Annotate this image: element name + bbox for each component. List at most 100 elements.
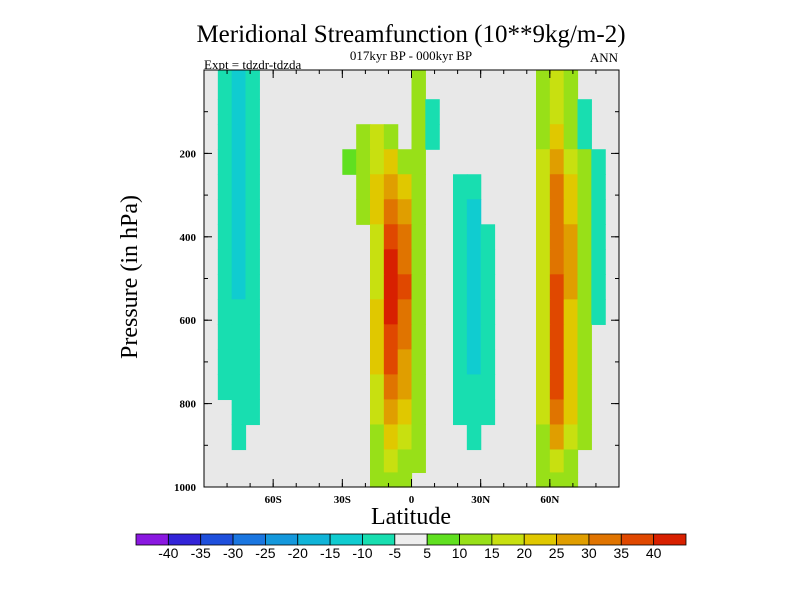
contour-cell xyxy=(536,224,551,250)
contour-cell xyxy=(397,424,413,451)
x-tick-label: 30S xyxy=(334,494,351,506)
contour-cell xyxy=(536,199,551,225)
contour-cell xyxy=(383,299,399,325)
contour-cell xyxy=(549,124,565,150)
contour-cell xyxy=(577,374,592,401)
contour-cell xyxy=(245,124,260,150)
contour-cell xyxy=(563,349,579,376)
colorbar-label: -15 xyxy=(320,545,340,561)
x-tick-label: 60S xyxy=(265,494,282,506)
contour-cell xyxy=(411,374,426,401)
colorbar-box xyxy=(556,533,590,546)
contour-cell xyxy=(577,224,592,250)
contour-cell xyxy=(397,374,413,401)
contour-cell xyxy=(480,224,496,250)
contour-cell xyxy=(231,249,247,275)
contour-cell xyxy=(453,174,468,200)
contour-cell xyxy=(245,99,260,125)
contour-cell xyxy=(536,249,551,275)
colorbar-label: 30 xyxy=(581,545,597,561)
contour-cell xyxy=(231,224,247,250)
contour-cell xyxy=(563,324,579,350)
contour-cell xyxy=(245,199,260,225)
contour-cell xyxy=(549,199,565,225)
contour-cell xyxy=(370,224,385,250)
contour-cell xyxy=(536,99,551,125)
contour-cell xyxy=(245,299,260,325)
contour-cell xyxy=(383,472,399,488)
contour-cell xyxy=(245,374,260,401)
colorbar-box xyxy=(362,533,396,546)
contour-cell xyxy=(383,399,399,426)
contour-cell xyxy=(425,124,440,150)
contour-cell xyxy=(370,299,385,325)
x-axis-label: Latitude xyxy=(371,504,451,530)
contour-cell xyxy=(231,174,247,200)
colorbar-box xyxy=(491,533,525,546)
contour-cell xyxy=(217,324,233,350)
contour-cell xyxy=(577,174,592,200)
contour-cell xyxy=(411,299,426,325)
contour-cell xyxy=(217,70,233,100)
contour-cell xyxy=(536,399,551,426)
contour-cell xyxy=(356,174,371,200)
contour-cell xyxy=(245,399,260,426)
contour-cell xyxy=(480,349,496,376)
contour-cell xyxy=(370,274,385,300)
contour-cell xyxy=(217,299,233,325)
colorbar-label: -5 xyxy=(389,545,402,561)
colorbar-box xyxy=(297,533,331,546)
contour-cell xyxy=(480,274,496,300)
contour-cell xyxy=(370,349,385,376)
contour-cell xyxy=(217,149,233,175)
contour-cell xyxy=(370,174,385,200)
contour-cell xyxy=(549,274,565,300)
contour-cell xyxy=(563,199,579,225)
contour-cell xyxy=(411,449,426,474)
contour-cell xyxy=(370,374,385,401)
contour-cell xyxy=(370,449,385,474)
contour-cell xyxy=(370,324,385,350)
contour-cell xyxy=(245,149,260,175)
contour-cell xyxy=(563,249,579,275)
colorbar-box xyxy=(135,533,169,546)
contour-cell xyxy=(217,174,233,200)
contour-cell xyxy=(397,199,413,225)
contour-cell xyxy=(411,124,426,150)
contour-cell xyxy=(453,199,468,225)
x-tick-label: 0 xyxy=(409,494,415,506)
contour-cell xyxy=(245,324,260,350)
contour-cell xyxy=(549,174,565,200)
contour-cell xyxy=(411,249,426,275)
contour-cell xyxy=(480,299,496,325)
contour-cell xyxy=(591,274,606,300)
contour-cell xyxy=(591,224,606,250)
contour-cell xyxy=(591,299,606,325)
contour-cell xyxy=(411,149,426,175)
contour-cell xyxy=(370,399,385,426)
contour-cell xyxy=(231,124,247,150)
contour-cell xyxy=(466,199,482,225)
contour-cell xyxy=(536,149,551,175)
contour-cell xyxy=(549,374,565,401)
contour-cell xyxy=(536,274,551,300)
contour-cell xyxy=(245,70,260,100)
colorbar-label: -35 xyxy=(191,545,211,561)
contour-cell xyxy=(453,399,468,426)
contour-cell xyxy=(383,349,399,376)
colorbar-box xyxy=(329,533,363,546)
contour-cell xyxy=(245,249,260,275)
contour-cell xyxy=(480,399,496,426)
contour-cell xyxy=(397,472,413,488)
contour-cell xyxy=(466,224,482,250)
contour-cell xyxy=(217,99,233,125)
x-tick-label: 30N xyxy=(471,494,490,506)
colorbar-label: -10 xyxy=(352,545,372,561)
contour-cell xyxy=(411,349,426,376)
contour-cell xyxy=(217,374,233,401)
y-tick-label: 200 xyxy=(180,148,197,160)
x-axis-ticks: 60S 30S 0 30N 60N xyxy=(265,70,559,506)
contour-cell xyxy=(370,249,385,275)
contour-cell xyxy=(411,224,426,250)
contour-cell xyxy=(536,424,551,451)
